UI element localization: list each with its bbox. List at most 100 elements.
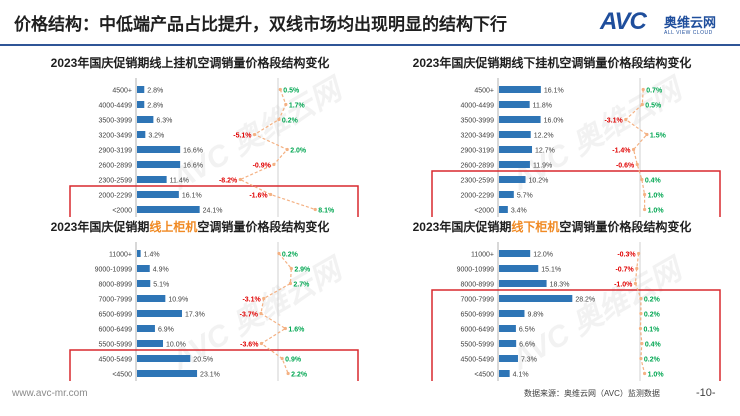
logo-mark: AVC: [600, 8, 647, 35]
change-point: [278, 87, 282, 92]
category-label: <2000: [112, 208, 132, 215]
bar: [499, 101, 530, 108]
bar: [137, 176, 167, 183]
bar: [137, 355, 191, 362]
category-label: 9000-10999: [457, 267, 494, 274]
change-point: [259, 311, 263, 316]
change-label: 1.6%: [288, 327, 305, 334]
bar-value-label: 18.3%: [550, 282, 570, 289]
change-label: 0.4%: [645, 178, 662, 185]
bar-value-label: 16.1%: [544, 88, 564, 95]
change-label: -1.0%: [614, 282, 633, 289]
bar: [499, 370, 510, 377]
change-label: 1.0%: [648, 372, 665, 379]
chart-title: 2023年国庆促销期线下柜机空调销量价格段结构变化: [380, 218, 724, 235]
change-point: [643, 207, 647, 212]
category-label: 6500-6999: [99, 312, 133, 319]
category-label: 8000-8999: [99, 282, 133, 289]
logo-brand-cn: 奥维云网: [664, 15, 717, 30]
change-label: 1.7%: [289, 103, 306, 110]
highlight-box: [431, 170, 721, 217]
chart-title: 2023年国庆促销期线上挂机空调销量价格段结构变化: [18, 54, 362, 71]
bar-value-label: 24.1%: [203, 208, 223, 215]
change-label: 2.9%: [294, 267, 311, 274]
change-point: [638, 326, 643, 331]
change-line: [260, 253, 292, 374]
change-label: 0.1%: [643, 327, 660, 334]
change-label: 0.9%: [285, 357, 302, 364]
bar: [137, 250, 141, 257]
bar: [137, 146, 181, 153]
logo-brand-en: ALL VIEW CLOUD: [664, 30, 713, 36]
page-number: -10-: [696, 387, 716, 399]
change-label: -1.4%: [612, 148, 631, 155]
change-point: [640, 102, 644, 107]
change-label: 1.0%: [648, 208, 665, 215]
bar: [137, 86, 145, 93]
chart-online-floor: 11000+ 1.4% 9000-10999 4.9% 8000-8999 5.1% 700…: [69, 242, 359, 381]
bar-value-label: 11.4%: [170, 178, 189, 185]
change-point: [637, 251, 641, 256]
bar: [499, 295, 573, 302]
chart-title-part: 2023年国庆促销期线下挂机空调销量价格段结构变化: [412, 56, 692, 70]
bar: [499, 176, 526, 183]
footer-website: www.avc-mr.com: [12, 388, 88, 399]
change-point: [277, 251, 281, 256]
chart-title-part: 2023年国庆促销期: [50, 220, 150, 234]
change-point: [283, 326, 287, 331]
bar-value-label: 11.8%: [533, 103, 552, 110]
highlight-box: [69, 349, 359, 381]
change-label: -0.3%: [617, 252, 636, 259]
change-point: [640, 341, 644, 346]
bar: [137, 370, 198, 377]
category-label: 9000-10999: [95, 267, 132, 274]
highlight-box: [431, 289, 721, 381]
change-point: [262, 296, 266, 301]
category-label: 3500-3999: [99, 118, 133, 125]
bar-value-label: 28.2%: [575, 297, 595, 304]
change-point: [639, 311, 643, 316]
bar-value-label: 12.7%: [535, 148, 555, 155]
category-label: 4500+: [474, 88, 494, 95]
bar: [137, 325, 155, 332]
bar-value-label: 5.7%: [517, 193, 533, 200]
change-label: 0.7%: [646, 88, 663, 95]
category-label: 7000-7999: [461, 297, 495, 304]
category-label: 11000+: [109, 252, 132, 259]
bar: [499, 280, 547, 287]
change-point: [643, 371, 647, 376]
change-label: 0.2%: [282, 252, 299, 259]
change-line: [624, 89, 648, 210]
category-label: 2300-2599: [461, 178, 495, 185]
bar: [499, 131, 531, 138]
category-label: <2000: [474, 208, 494, 215]
highlight-box: [69, 185, 359, 217]
change-label: -3.6%: [240, 342, 259, 349]
bar: [499, 340, 517, 347]
change-label: -1.6%: [249, 193, 268, 200]
bar-value-label: 23.1%: [200, 372, 220, 379]
change-label: 8.1%: [318, 208, 335, 215]
change-point: [635, 266, 639, 271]
page-title: 价格结构：中低端产品占比提升，双线市场均出现明显的结构下行: [14, 15, 507, 34]
category-label: 2600-2899: [461, 163, 495, 170]
avc-logo: AVC 奥维云网 ALL VIEW CLOUD: [600, 8, 730, 42]
bar: [137, 265, 150, 272]
category-label: 4500-5499: [461, 357, 495, 364]
bar-value-label: 5.1%: [153, 282, 169, 289]
bar-value-label: 6.9%: [158, 327, 174, 334]
bar-value-label: 10.2%: [529, 178, 549, 185]
bar-value-label: 12.2%: [534, 133, 554, 140]
bar-value-label: 16.0%: [544, 118, 564, 125]
change-point: [635, 162, 639, 167]
footer-source: 数据来源：奥维云网（AVC）监测数据: [524, 389, 660, 398]
change-point: [640, 177, 644, 182]
bar: [499, 206, 508, 213]
category-label: 7000-7999: [99, 297, 133, 304]
change-point: [631, 147, 636, 152]
bar: [137, 206, 200, 213]
change-point: [277, 117, 281, 122]
chart-offline-floor: 11000+ 12.0% 9000-10999 15.1% 8000-8999 18.3%…: [431, 242, 721, 381]
chart-title-part: 空调销量价格段结构变化: [197, 220, 330, 234]
category-label: 3200-3499: [99, 133, 133, 140]
